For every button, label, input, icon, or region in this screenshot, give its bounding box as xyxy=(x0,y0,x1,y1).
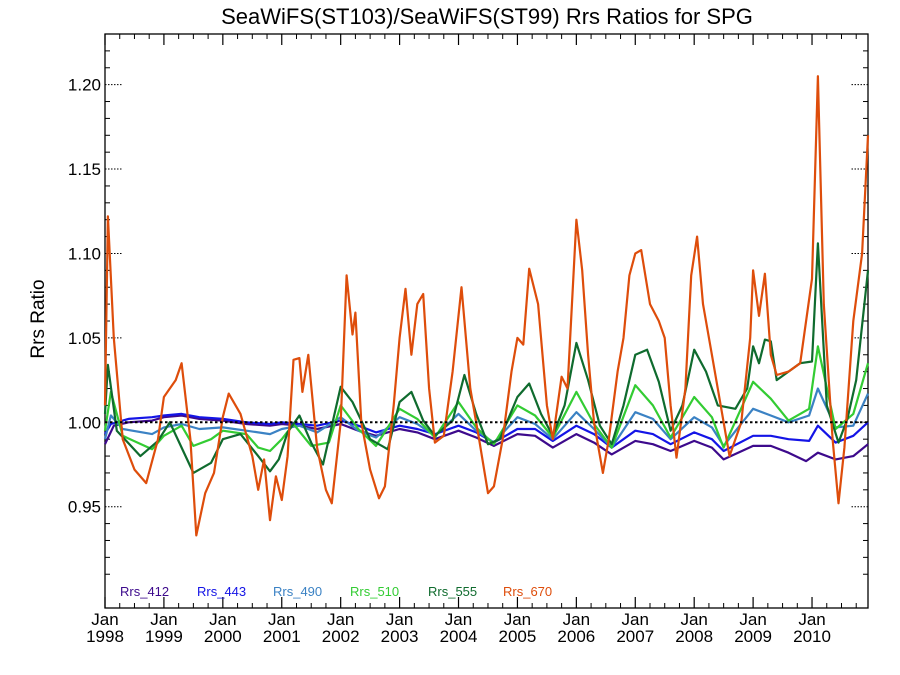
x-tick-label-month: Jan xyxy=(327,610,354,629)
y-tick-label: 1.05 xyxy=(68,329,101,348)
plot-frame xyxy=(104,33,869,609)
x-tick-label-year: 1999 xyxy=(145,627,183,646)
x-tick-label-year: 2005 xyxy=(499,627,537,646)
x-tick-label-month: Jan xyxy=(445,610,472,629)
x-tick-label-year: 2010 xyxy=(793,627,831,646)
x-tick-label-month: Jan xyxy=(798,610,825,629)
x-tick-label-month: Jan xyxy=(504,610,531,629)
y-tick-label: 0.95 xyxy=(68,498,101,517)
series-line-rrs-670 xyxy=(103,75,870,537)
x-tick-label-year: 2001 xyxy=(263,627,301,646)
x-tick-label-year: 2007 xyxy=(616,627,654,646)
x-tick-label-month: Jan xyxy=(91,610,118,629)
x-tick-label-year: 2003 xyxy=(381,627,419,646)
x-tick-label-month: Jan xyxy=(563,610,590,629)
x-tick-label-year: 1998 xyxy=(86,627,124,646)
legend-item-rrs-510: Rrs_510 xyxy=(350,584,399,599)
x-tick-label-year: 2008 xyxy=(675,627,713,646)
x-tick-label-year: 2000 xyxy=(204,627,242,646)
legend-item-rrs-555: Rrs_555 xyxy=(428,584,477,599)
legend-item-rrs-670: Rrs_670 xyxy=(503,584,552,599)
x-tick-label-month: Jan xyxy=(209,610,236,629)
x-tick-label-month: Jan xyxy=(386,610,413,629)
series-line-rrs-412 xyxy=(104,414,869,463)
chart-title: SeaWiFS(ST103)/SeaWiFS(ST99) Rrs Ratios … xyxy=(221,4,753,29)
x-tick-label-year: 2004 xyxy=(440,627,478,646)
x-tick-label-month: Jan xyxy=(739,610,766,629)
plot-area: Jan1998Jan1999Jan2000Jan2001Jan2002Jan20… xyxy=(68,33,870,646)
x-tick-label-year: 2002 xyxy=(322,627,360,646)
y-tick-label: 1.00 xyxy=(68,413,101,432)
x-tick-label-year: 2006 xyxy=(557,627,595,646)
legend-item-rrs-412: Rrs_412 xyxy=(120,584,169,599)
y-tick-label: 1.10 xyxy=(68,244,101,263)
y-tick-label: 1.15 xyxy=(68,160,101,179)
x-tick-label-year: 2009 xyxy=(734,627,772,646)
y-tick-label: 1.20 xyxy=(68,76,101,95)
legend-item-rrs-443: Rrs_443 xyxy=(197,584,246,599)
legend-item-rrs-490: Rrs_490 xyxy=(273,584,322,599)
series-lines xyxy=(103,75,870,537)
x-tick-label-month: Jan xyxy=(622,610,649,629)
x-tick-label-month: Jan xyxy=(150,610,177,629)
y-axis-label: Rrs Ratio xyxy=(28,279,49,358)
x-tick-label-month: Jan xyxy=(680,610,707,629)
x-tick-label-month: Jan xyxy=(268,610,295,629)
series-line-rrs-555 xyxy=(103,242,870,474)
